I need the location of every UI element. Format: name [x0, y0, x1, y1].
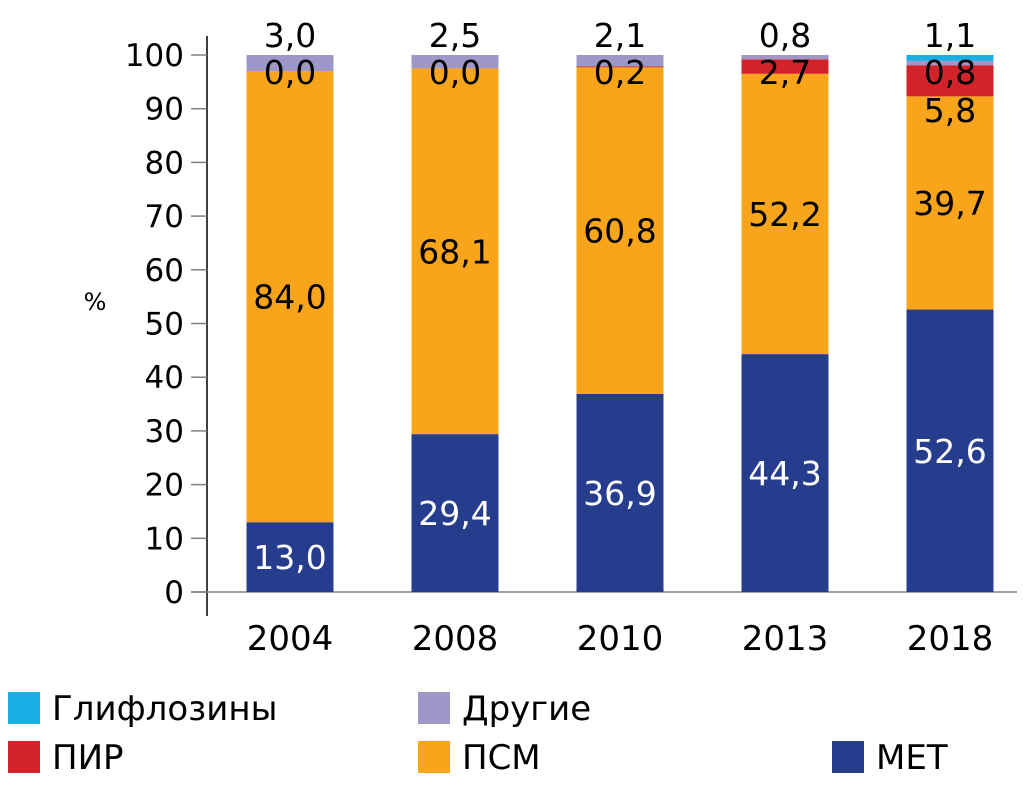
- bar-segment-другие: [246, 55, 334, 72]
- legend-swatch: [8, 741, 40, 773]
- data-label-3: 3,0: [264, 16, 316, 55]
- data-label-0: 13,0: [253, 538, 326, 577]
- bar-segment-мет: [576, 393, 664, 592]
- bar-segment-псм: [906, 96, 994, 310]
- data-label-2: 0,0: [429, 53, 481, 92]
- bar-segment-пир: [576, 66, 664, 68]
- x-tick-label: 2004: [247, 619, 334, 659]
- bar-segment-псм: [741, 73, 829, 355]
- data-label-3: 2,5: [429, 16, 481, 55]
- legend-swatch: [8, 692, 40, 724]
- y-tick-label: 10: [145, 521, 184, 557]
- data-label-3: 0,8: [924, 53, 976, 92]
- legend-label: Глифлозины: [52, 689, 277, 729]
- data-label-2: 0,0: [264, 53, 316, 92]
- data-label-3: 0,8: [759, 16, 811, 55]
- bar-segment-мет: [411, 434, 499, 592]
- legend-label: МЕТ: [876, 738, 948, 778]
- bar-segment-пир: [741, 59, 829, 74]
- y-tick-label: 20: [145, 468, 184, 504]
- data-label-0: 52,6: [913, 432, 986, 471]
- y-tick-label: 90: [145, 92, 184, 128]
- legend-swatch: [418, 692, 450, 724]
- bar-segment-глифлозины: [906, 55, 994, 61]
- data-label-0: 29,4: [418, 494, 491, 533]
- x-tick-label: 2013: [742, 619, 829, 659]
- bar-segment-мет: [246, 522, 334, 592]
- bar-segment-пир: [906, 65, 994, 97]
- y-tick-label: 30: [145, 414, 184, 450]
- legend-label: ПИР: [52, 738, 124, 778]
- bar-segment-другие: [576, 55, 664, 67]
- bar-segment-псм: [246, 71, 334, 523]
- bar-segment-другие: [741, 55, 829, 60]
- data-label-1: 84,0: [253, 278, 326, 317]
- bar-segment-другие: [411, 55, 499, 69]
- y-tick-label: 70: [145, 199, 184, 235]
- data-label-2: 5,8: [924, 91, 976, 130]
- x-tick-label: 2018: [907, 619, 994, 659]
- y-tick-label: 40: [145, 360, 184, 396]
- bar-segment-мет: [741, 354, 829, 592]
- bar-segment-другие: [906, 60, 994, 66]
- y-tick-label: 80: [145, 145, 184, 181]
- data-label-1: 60,8: [583, 212, 656, 251]
- legend-swatch: [832, 741, 864, 773]
- data-label-2: 2,7: [759, 53, 811, 92]
- x-tick-label: 2008: [412, 619, 499, 659]
- data-label-3: 2,1: [594, 16, 646, 55]
- bar-segment-псм: [411, 68, 499, 435]
- bar-segment-мет: [906, 309, 994, 592]
- y-tick-label: 0: [164, 575, 184, 611]
- data-label-1: 52,2: [748, 195, 821, 234]
- x-tick-label: 2010: [577, 619, 664, 659]
- y-tick-label: 50: [145, 307, 184, 343]
- data-label-1: 68,1: [418, 232, 491, 271]
- data-label-1: 39,7: [913, 184, 986, 223]
- legend-label: Другие: [462, 689, 591, 729]
- y-tick-label: 60: [145, 253, 184, 289]
- bar-segment-псм: [576, 67, 664, 394]
- legend-label: ПСМ: [462, 738, 541, 778]
- data-label-2: 0,2: [594, 53, 646, 92]
- y-axis-label: %: [84, 288, 107, 316]
- data-label-0: 36,9: [583, 474, 656, 513]
- data-label-0: 44,3: [748, 454, 821, 493]
- y-tick-label: 100: [125, 38, 184, 74]
- data-label-4: 1,1: [924, 16, 976, 55]
- legend-swatch: [418, 741, 450, 773]
